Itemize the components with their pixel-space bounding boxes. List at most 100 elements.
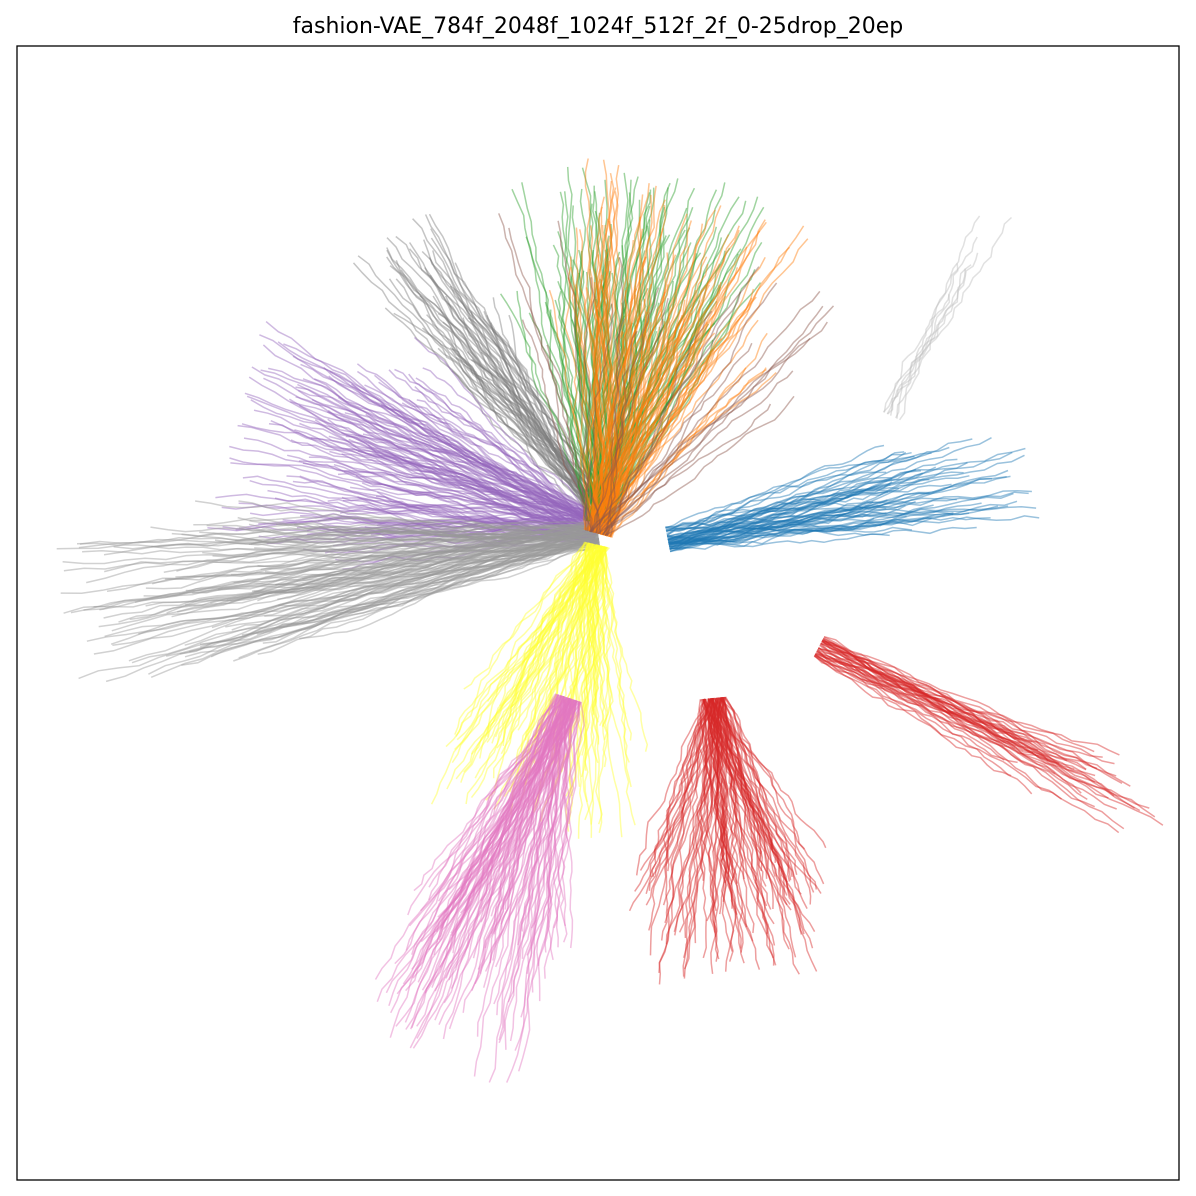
series-4-line bbox=[584, 294, 637, 530]
series-2-line bbox=[248, 534, 599, 548]
series-1-line bbox=[374, 374, 600, 525]
series-8-line bbox=[424, 696, 565, 994]
series-6-line bbox=[669, 478, 992, 552]
series-1-line bbox=[251, 366, 602, 519]
series-6-line bbox=[667, 475, 970, 542]
series-8-line bbox=[504, 699, 575, 910]
series-3-line bbox=[594, 210, 612, 524]
series-0-line bbox=[442, 321, 591, 512]
series-8-line bbox=[490, 697, 569, 934]
series-1-line bbox=[357, 434, 599, 529]
series-10-line bbox=[813, 654, 1049, 762]
series-10-line bbox=[820, 642, 1115, 765]
series-1-line bbox=[248, 376, 596, 541]
series-4-line bbox=[609, 367, 747, 538]
series-9-line bbox=[710, 698, 762, 855]
series-10-line bbox=[819, 643, 1125, 830]
series-8-line bbox=[411, 700, 578, 1029]
series-4-line bbox=[603, 256, 647, 536]
series-5-line bbox=[608, 330, 638, 537]
series-1-line bbox=[250, 399, 602, 519]
series-10-line bbox=[813, 654, 1131, 787]
series-1-line bbox=[260, 369, 600, 526]
series-8-line bbox=[438, 701, 581, 968]
series-4-line bbox=[589, 295, 727, 532]
series-5-line bbox=[581, 277, 596, 532]
series-7-line bbox=[581, 546, 611, 724]
series-7-line bbox=[486, 544, 598, 743]
series-0-line bbox=[357, 255, 596, 508]
series-4-line bbox=[589, 322, 649, 532]
series-7-line bbox=[590, 543, 608, 741]
series-11-line bbox=[883, 216, 1013, 413]
series-9-line bbox=[649, 697, 713, 956]
series-2-line bbox=[199, 525, 598, 536]
series-1-line bbox=[267, 489, 595, 541]
series-10-line bbox=[820, 642, 1016, 749]
series-9-line bbox=[660, 698, 706, 941]
series-2-line bbox=[264, 545, 600, 617]
series-8-line bbox=[385, 697, 569, 994]
series-8-line bbox=[441, 700, 578, 929]
series-2-line bbox=[193, 516, 598, 533]
series-8-line bbox=[395, 697, 568, 1027]
series-7-line bbox=[568, 543, 595, 825]
series-8-line bbox=[476, 694, 560, 1037]
series-2-line bbox=[191, 530, 598, 594]
series-7-line bbox=[560, 544, 600, 772]
series-2-line bbox=[131, 541, 600, 664]
series-4-line bbox=[592, 267, 739, 533]
series-7-line bbox=[587, 542, 603, 745]
series-8-line bbox=[376, 698, 572, 1002]
series-9-line bbox=[722, 696, 745, 964]
series-1-line bbox=[268, 367, 600, 524]
series-3-line bbox=[574, 188, 595, 522]
series-8-line bbox=[490, 701, 581, 917]
series-3-line bbox=[600, 206, 765, 523]
series-6-line bbox=[667, 506, 1037, 541]
series-8-line bbox=[431, 698, 572, 988]
series-1-line bbox=[259, 334, 601, 522]
series-1-line bbox=[308, 456, 600, 526]
series-6-line bbox=[667, 509, 954, 538]
series-4-line bbox=[604, 246, 791, 537]
series-0-line bbox=[393, 312, 600, 506]
series-0-line bbox=[389, 265, 596, 509]
series-2-line bbox=[93, 536, 599, 655]
series-8-line bbox=[493, 696, 566, 1005]
series-2-line bbox=[214, 524, 597, 548]
series-2-line bbox=[274, 541, 600, 586]
series-4-line bbox=[596, 194, 644, 534]
series-2-line bbox=[206, 524, 600, 547]
series-6-line bbox=[668, 454, 1025, 545]
series-8-line bbox=[555, 700, 577, 948]
series-9-line bbox=[713, 697, 727, 902]
series-9-line bbox=[709, 697, 802, 895]
series-1-line bbox=[317, 517, 596, 542]
series-2-line bbox=[211, 526, 598, 629]
series-9-line bbox=[704, 698, 767, 887]
series-8-line bbox=[520, 698, 572, 932]
series-3-line bbox=[593, 191, 608, 524]
series-5-line bbox=[597, 403, 772, 535]
series-0-line bbox=[386, 247, 600, 506]
series-4-line bbox=[606, 297, 676, 537]
series-1-line bbox=[362, 433, 595, 541]
series-3-line bbox=[607, 286, 722, 524]
series-1-line bbox=[345, 435, 595, 541]
series-6-line bbox=[665, 491, 889, 533]
series-8-line bbox=[448, 697, 569, 981]
series-9-line bbox=[724, 696, 818, 890]
series-4-line bbox=[583, 263, 721, 530]
series-7-line bbox=[500, 545, 604, 755]
series-6-line bbox=[667, 466, 937, 541]
series-0-line bbox=[386, 237, 610, 498]
series-2-line bbox=[105, 538, 600, 683]
series-2-line bbox=[238, 525, 598, 659]
series-7-line bbox=[588, 546, 607, 715]
series-4-line bbox=[583, 218, 609, 533]
series-3-line bbox=[606, 199, 641, 524]
series-11-line bbox=[889, 294, 950, 416]
series-4-line bbox=[598, 372, 777, 535]
series-1-line bbox=[230, 462, 597, 535]
